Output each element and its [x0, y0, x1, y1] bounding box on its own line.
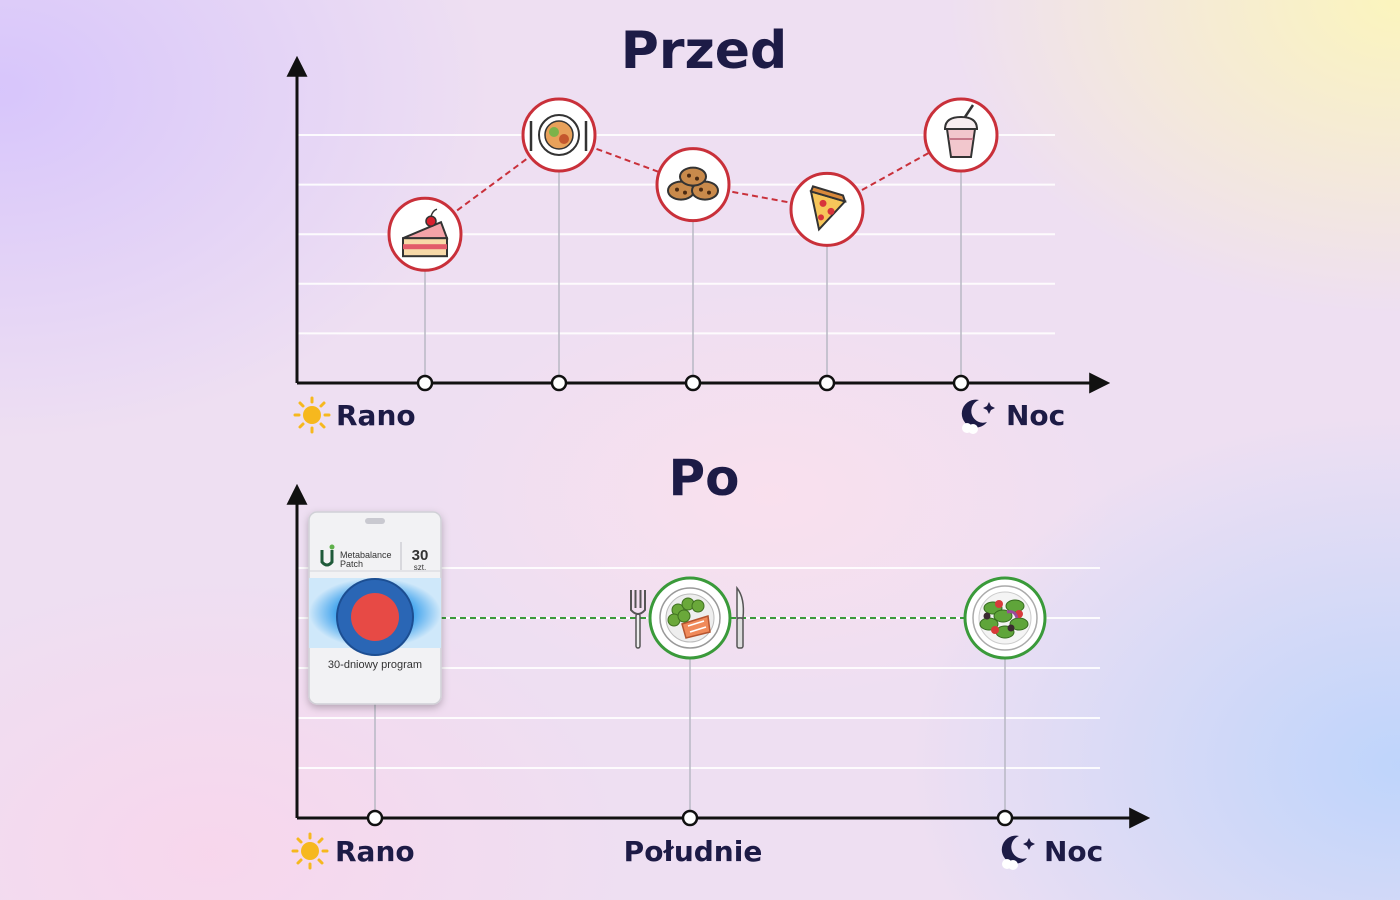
x-tick-marker [684, 374, 702, 392]
patch-brand: Metabalance [340, 550, 392, 560]
x-tick-marker [952, 374, 970, 392]
ticks-przed [416, 374, 970, 392]
x-tick-marker [550, 374, 568, 392]
chart-przed: Przed Rano Noc [286, 21, 1111, 434]
series-segment [424, 134, 560, 236]
x-label-start-po: Rano [335, 835, 415, 868]
salad-icon [963, 576, 1047, 660]
x-tick-marker [366, 809, 384, 827]
chart-title-przed: Przed [621, 21, 788, 81]
patch-product: Patch [340, 559, 363, 569]
meal-plate-icon [521, 97, 597, 173]
chart-title-po: Po [669, 449, 740, 507]
pizza-icon [789, 171, 865, 247]
x-tick-marker [681, 809, 699, 827]
x-tick-marker [818, 374, 836, 392]
patch-program: 30-dniowy program [328, 659, 422, 671]
moon-stars-icon [1001, 835, 1035, 870]
patch-unit: szt. [414, 563, 426, 572]
brand-logo-icon [320, 544, 335, 567]
x-label-mid-po: Południe [624, 835, 763, 868]
points-przed [387, 97, 999, 272]
cake-icon [387, 196, 463, 272]
ticks-po [366, 809, 1014, 827]
patch-count: 30 [412, 547, 429, 564]
x-label-end-przed: Noc [1006, 399, 1065, 432]
sun-icon [293, 396, 331, 434]
sun-icon [291, 832, 329, 870]
moon-stars-icon [961, 399, 995, 434]
milkshake-icon [923, 97, 999, 173]
x-label-end-po: Noc [1044, 835, 1103, 868]
x-label-start-przed: Rano [336, 399, 416, 432]
cookies-icon [655, 147, 731, 223]
x-tick-marker [996, 809, 1014, 827]
x-tick-marker [416, 374, 434, 392]
salmon-plate-icon [630, 576, 745, 660]
